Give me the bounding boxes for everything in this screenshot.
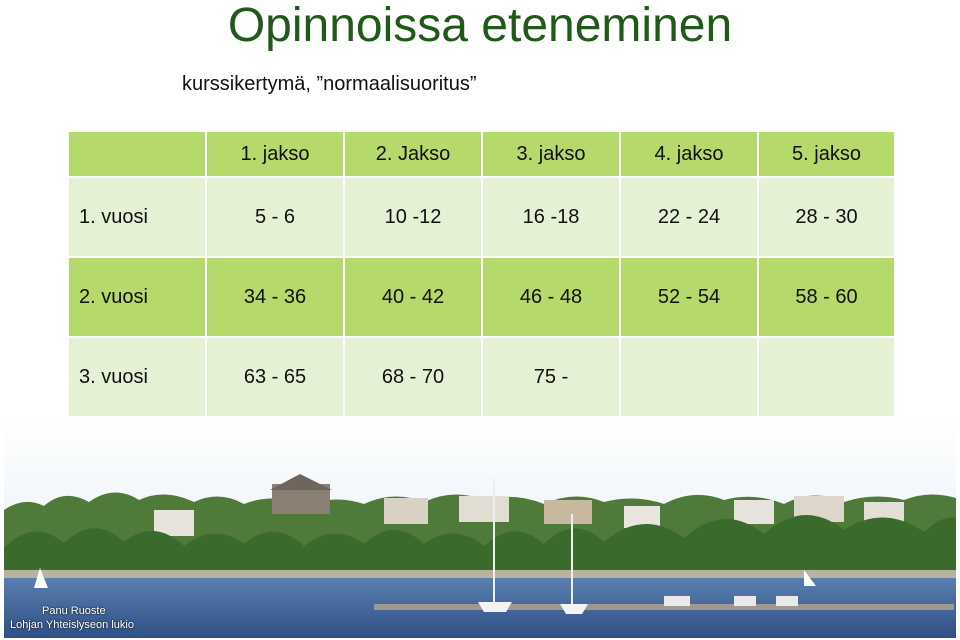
slide-title: Opinnoissa eteneminen <box>227 0 733 52</box>
table-cell: 58 - 60 <box>757 256 896 338</box>
photo-caption: Panu Ruoste Lohjan Yhteislyseon lukio <box>10 604 134 632</box>
table-cell: 40 - 42 <box>343 256 483 338</box>
table-cell: 10 -12 <box>343 176 483 258</box>
table-cell: 75 - <box>481 336 621 418</box>
table-row: 2. vuosi 34 - 36 40 - 42 46 - 48 52 - 54… <box>67 256 896 338</box>
header-period-5: 5. jakso <box>757 130 896 178</box>
table-cell <box>757 336 896 418</box>
table-cell: 46 - 48 <box>481 256 621 338</box>
table-cell: 68 - 70 <box>343 336 483 418</box>
table-corner-cell <box>67 130 207 178</box>
table-cell: 16 -18 <box>481 176 621 258</box>
table-header-row: 1. jakso 2. Jakso 3. jakso 4. jakso 5. j… <box>67 130 896 178</box>
table-cell: 22 - 24 <box>619 176 759 258</box>
table-cell: 28 - 30 <box>757 176 896 258</box>
course-accumulation-table: 1. jakso 2. Jakso 3. jakso 4. jakso 5. j… <box>67 130 896 418</box>
header-period-1: 1. jakso <box>205 130 345 178</box>
lakeside-town-photo: Panu Ruoste Lohjan Yhteislyseon lukio <box>4 418 956 638</box>
slide-subtitle: kurssikertymä, ”normaalisuoritus” <box>182 73 477 95</box>
header-period-3: 3. jakso <box>481 130 621 178</box>
table-cell: 63 - 65 <box>205 336 345 418</box>
table-cell <box>619 336 759 418</box>
row-label: 3. vuosi <box>67 336 207 418</box>
caption-school: Lohjan Yhteislyseon lukio <box>10 619 134 631</box>
row-label: 2. vuosi <box>67 256 207 338</box>
caption-author: Panu Ruoste <box>42 605 106 617</box>
header-period-2: 2. Jakso <box>343 130 483 178</box>
table-row: 3. vuosi 63 - 65 68 - 70 75 - <box>67 336 896 418</box>
table-row: 1. vuosi 5 - 6 10 -12 16 -18 22 - 24 28 … <box>67 176 896 258</box>
header-period-4: 4. jakso <box>619 130 759 178</box>
row-label: 1. vuosi <box>67 176 207 258</box>
table-cell: 34 - 36 <box>205 256 345 338</box>
table-cell: 5 - 6 <box>205 176 345 258</box>
table-cell: 52 - 54 <box>619 256 759 338</box>
